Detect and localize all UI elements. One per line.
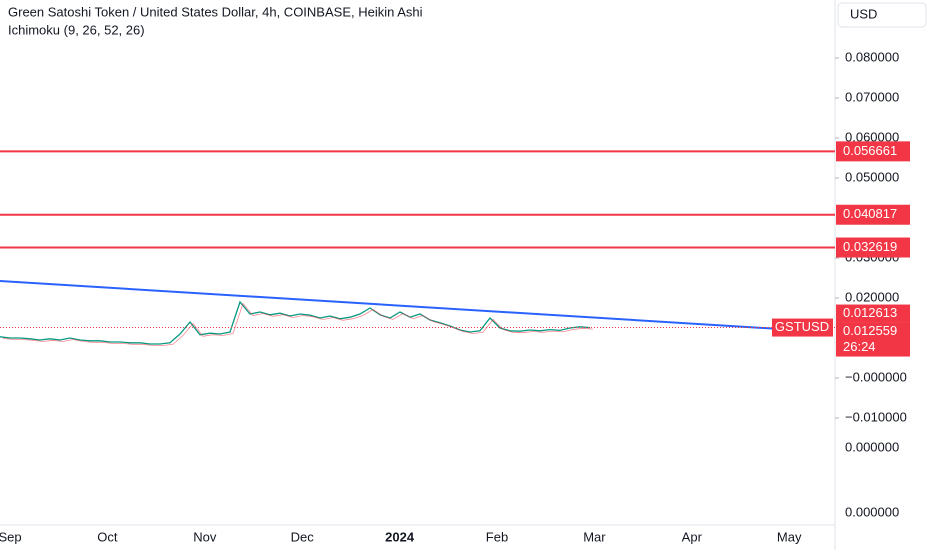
- x-tick-label: Feb: [486, 529, 508, 544]
- price-line: [0, 300, 591, 345]
- x-tick-label: 2024: [385, 529, 415, 544]
- x-tick-label: May: [777, 529, 802, 544]
- chart-title: Green Satoshi Token / United States Doll…: [8, 4, 423, 19]
- x-tick-label: Oct: [97, 529, 118, 544]
- y-tick-label: −0.000000: [845, 369, 907, 384]
- y-tick-label: 0.020000: [845, 289, 899, 304]
- currency-button[interactable]: [837, 2, 927, 28]
- symbol-label: GSTUSD: [775, 319, 829, 334]
- x-tick-label: Dec: [291, 529, 315, 544]
- y-tick-label: 0.050000: [845, 169, 899, 184]
- price-level-badge: [836, 237, 910, 258]
- price-level-badge: [836, 204, 910, 225]
- y-tick-label: −0.010000: [845, 409, 907, 424]
- x-tick-label: Mar: [583, 529, 606, 544]
- x-tick-label: Sep: [0, 529, 22, 544]
- x-tick-label: Nov: [193, 529, 217, 544]
- last-price-label: 0.012613: [843, 305, 897, 320]
- chart-subtitle: Ichimoku (9, 26, 52, 26): [8, 22, 145, 37]
- trend-line: [0, 280, 781, 330]
- y-axis-label: 0.000000: [845, 439, 899, 454]
- currency-label[interactable]: USD: [850, 6, 877, 21]
- y-tick-label: 0.060000: [845, 129, 899, 144]
- symbol-badge: [772, 318, 833, 337]
- price-level-label: 0.040817: [843, 206, 897, 221]
- y-tick-label: 0.080000: [845, 49, 899, 64]
- last-price-badge: [836, 304, 910, 323]
- y-tick-label: 0.070000: [845, 89, 899, 104]
- price-level-badge: [836, 141, 910, 162]
- price-level-label: 0.056661: [843, 143, 897, 158]
- price-level-label: 0.032619: [843, 239, 897, 254]
- countdown-label: 26:24: [843, 339, 876, 354]
- price-line-shadow: [2, 302, 594, 346]
- x-tick-label: Apr: [682, 529, 703, 544]
- close-label: 0.012559: [843, 323, 897, 338]
- close-badge: [836, 322, 910, 357]
- y-axis-label: 0.000000: [845, 504, 899, 519]
